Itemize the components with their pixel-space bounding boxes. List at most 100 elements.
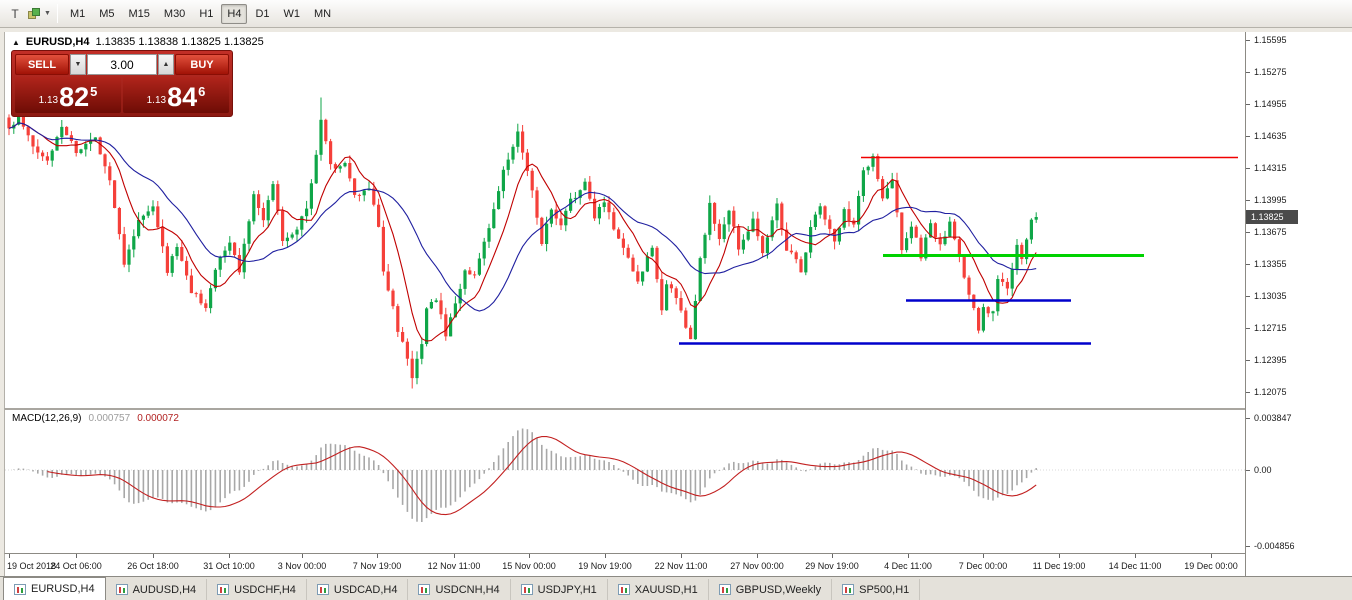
time-axis[interactable]: 19 Oct 2018 24 Oct 06:00 26 Oct 18:00 31 Oc… [4, 553, 1245, 576]
buy-price-pips: 84 [167, 82, 198, 112]
sell-button[interactable]: SELL [15, 54, 69, 75]
layers-glyph-icon [28, 7, 42, 20]
macd-axis-tick [1246, 470, 1250, 471]
time-axis-label: 19 Oct 2018 [7, 561, 57, 571]
tab-sp500-h1[interactable]: SP500,H1 [832, 579, 921, 600]
time-axis-tick [681, 554, 682, 558]
timeframe-m30[interactable]: M30 [163, 7, 186, 20]
price-axis-tick [1246, 296, 1250, 297]
macd-axis-label: 0.00 [1254, 465, 1272, 475]
buy-price-display: 1.13 84 6 [123, 77, 229, 113]
chart-tab-icon [718, 584, 731, 595]
timeframe-m5[interactable]: M5 [99, 7, 115, 20]
chart-tab-icon [316, 584, 329, 595]
time-axis-label: 11 Dec 19:00 [1032, 561, 1086, 571]
price-axis-label: 1.13675 [1254, 227, 1287, 237]
tab-usdchf-h4[interactable]: USDCHF,H4 [207, 579, 307, 600]
time-axis-label: 29 Nov 19:00 [805, 561, 859, 571]
chart-tab-bar: EURUSD,H4 AUDUSD,H4 USDCHF,H4 USDCAD,H4 USDC… [0, 576, 1352, 600]
chart-tab-icon [418, 584, 431, 595]
timeframe-d1[interactable]: D1 [255, 7, 270, 20]
tab-usdjpy-h1[interactable]: USDJPY,H1 [511, 579, 608, 600]
timeframe-m15[interactable]: M15 [128, 7, 150, 20]
chart-title-row: ▲ EURUSD,H4 1.13835 1.13838 1.13825 1.13… [12, 36, 264, 48]
tab-xauusd-h1[interactable]: XAUUSD,H1 [608, 579, 709, 600]
macd-axis-tick [1246, 546, 1250, 547]
chart-tab-label: EURUSD,H4 [31, 583, 95, 595]
layers-icon[interactable]: ▼ [28, 3, 51, 25]
sell-price-point: 5 [90, 84, 98, 99]
toolbar-separator [56, 4, 58, 23]
volume-decrease-button[interactable]: ▼ [70, 54, 86, 75]
chart-tab-label: XAUUSD,H1 [634, 583, 698, 596]
price-axis-label: 1.13355 [1254, 259, 1287, 269]
macd-name: MACD(12,26,9) [12, 413, 82, 424]
price-axis-label: 1.15275 [1254, 67, 1287, 77]
sell-price-display: 1.13 82 5 [15, 77, 121, 113]
time-axis-tick [377, 554, 378, 558]
price-axis-tick [1246, 360, 1250, 361]
price-axis-label: 1.14955 [1254, 99, 1287, 109]
price-axis-tick [1246, 136, 1250, 137]
timeframe-h1[interactable]: H1 [199, 7, 214, 20]
timeframe-m1[interactable]: M1 [69, 7, 86, 20]
chart-tab-icon [14, 583, 26, 595]
buy-button[interactable]: BUY [175, 54, 229, 75]
timeframe-toolbar: M1 M5 M15 M30 H1 H4 D1 W1 MN [63, 3, 338, 24]
chart-tab-label: USDCHF,H4 [234, 583, 296, 596]
time-axis-label: 4 Dec 11:00 [884, 561, 932, 571]
chart-tab-icon [115, 584, 128, 595]
time-axis-tick [302, 554, 303, 558]
price-axis-label: 1.14315 [1254, 163, 1287, 173]
price-axis[interactable]: 1.15595 1.15275 1.14955 1.14635 1.14315 1.139… [1245, 32, 1352, 576]
price-axis-tick [1246, 72, 1250, 73]
price-axis-label: 1.14635 [1254, 131, 1287, 141]
time-axis-tick [153, 554, 154, 558]
chart-tab-icon [217, 584, 230, 595]
tab-usdcnh-h4[interactable]: USDCNH,H4 [408, 579, 511, 600]
time-axis-tick [229, 554, 230, 558]
tab-gbpusd-weekly[interactable]: GBPUSD,Weekly [709, 579, 833, 600]
chart-tab-label: USDCAD,H4 [333, 583, 398, 596]
time-axis-tick [9, 554, 10, 558]
macd-signal-value: 0.000072 [137, 413, 179, 424]
time-axis-label: 7 Nov 19:00 [352, 561, 402, 571]
time-axis-label: 19 Dec 00:00 [1184, 561, 1238, 571]
tab-usdcad-h4[interactable]: USDCAD,H4 [307, 579, 409, 600]
tab-eurusd-h4[interactable]: EURUSD,H4 [3, 577, 106, 600]
price-axis-label: 1.15595 [1254, 35, 1287, 45]
chart-symbol-label: EURUSD,H4 [25, 36, 90, 48]
volume-input[interactable]: 3.00 [87, 54, 157, 75]
timeframe-mn[interactable]: MN [314, 7, 332, 20]
buy-price-base: 1.13 [146, 95, 167, 106]
price-axis-tick [1246, 200, 1250, 201]
one-click-collapse-toggle[interactable]: ▲ [12, 37, 20, 47]
price-axis-tick [1246, 232, 1250, 233]
chart-tab-label: AUDUSD,H4 [132, 583, 197, 596]
timeframe-h4[interactable]: H4 [221, 3, 248, 24]
toolbar-t-glyph: T [11, 6, 19, 21]
price-axis-label: 1.12075 [1254, 387, 1287, 397]
tab-audusd-h4[interactable]: AUDUSD,H4 [106, 579, 208, 600]
time-axis-label: 15 Nov 00:00 [502, 561, 556, 571]
chart-tab-label: USDCNH,H4 [435, 583, 500, 596]
price-axis-tick [1246, 168, 1250, 169]
time-axis-label: 22 Nov 11:00 [654, 561, 708, 571]
volume-increase-button[interactable]: ▲ [158, 54, 174, 75]
time-axis-tick [454, 554, 455, 558]
price-axis-tick [1246, 264, 1250, 265]
price-axis-tick [1246, 328, 1250, 329]
price-axis-tick [1246, 392, 1250, 393]
time-axis-tick [1211, 554, 1212, 558]
chart-tab-icon [617, 584, 630, 595]
time-axis-label: 3 Nov 00:00 [277, 561, 327, 571]
toolbar-icon-t[interactable]: T [4, 3, 26, 25]
chart-tab-icon [842, 584, 855, 595]
macd-pane[interactable]: MACD(12,26,9) 0.000757 0.000072 [4, 408, 1246, 553]
macd-main-value: 0.000757 [88, 413, 131, 424]
timeframe-w1[interactable]: W1 [283, 7, 301, 20]
macd-axis-label: 0.003847 [1254, 413, 1292, 423]
buy-price-point: 6 [198, 84, 206, 99]
price-pane[interactable]: ▲ EURUSD,H4 1.13835 1.13838 1.13825 1.13… [4, 32, 1245, 408]
time-axis-tick [529, 554, 530, 558]
